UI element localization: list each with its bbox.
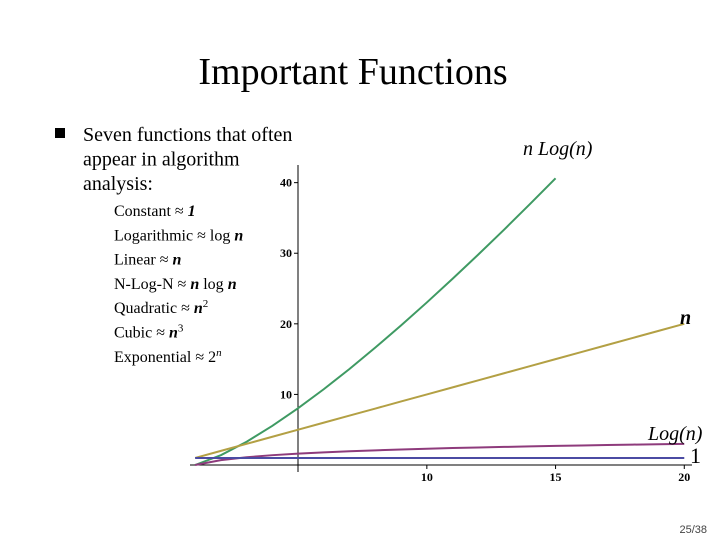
- function-item: Cubic ≈ n3: [114, 323, 184, 342]
- function-expr: n: [234, 227, 243, 244]
- series-line: [194, 177, 557, 466]
- approx-sign: ≈: [175, 203, 184, 220]
- function-expr: 1: [188, 203, 196, 220]
- function-name: N-Log-N: [114, 276, 174, 293]
- function-item: Quadratic ≈ n2: [114, 298, 208, 317]
- function-item: Exponential ≈ 2n: [114, 347, 222, 366]
- function-expr: 3: [178, 323, 184, 335]
- approx-sign: ≈: [178, 276, 187, 293]
- function-expr: n: [173, 252, 182, 269]
- x-tick-label: 10: [421, 470, 433, 484]
- slide-title: Important Functions: [198, 51, 507, 93]
- y-tick-label: 20: [280, 317, 292, 331]
- function-name: Linear: [114, 252, 156, 269]
- approx-sign: ≈: [197, 227, 206, 244]
- approx-sign: ≈: [195, 349, 204, 366]
- approx-sign: ≈: [160, 252, 169, 269]
- approx-sign: ≈: [181, 300, 190, 317]
- series-line: [194, 322, 685, 459]
- y-tick-label: 30: [280, 246, 292, 260]
- x-tick-label: 15: [550, 470, 562, 484]
- function-expr: 2: [203, 298, 209, 310]
- function-expr: log: [199, 276, 227, 293]
- bullet-square: [55, 128, 65, 138]
- function-expr: n: [216, 347, 222, 359]
- function-expr: n: [194, 300, 203, 317]
- function-expr: n: [228, 276, 237, 293]
- y-tick-label: 10: [280, 387, 292, 401]
- bullet-text: analysis:: [83, 173, 153, 195]
- page-number: 25/38: [679, 524, 707, 536]
- function-name: Exponential: [114, 349, 192, 366]
- function-item: Constant ≈ 1: [114, 203, 196, 220]
- function-expr: log: [210, 227, 234, 244]
- bullet-text: Seven functions that often: [83, 124, 292, 146]
- function-expr: 2: [208, 349, 216, 366]
- function-item: Linear ≈ n: [114, 252, 182, 269]
- function-item: N-Log-N ≈ n log n: [114, 276, 237, 293]
- series-label: Log(n): [647, 423, 703, 445]
- y-tick-label: 40: [280, 176, 292, 190]
- function-name: Quadratic: [114, 300, 177, 317]
- series-line: [194, 442, 685, 466]
- function-item: Logarithmic ≈ log n: [114, 227, 243, 244]
- function-name: Cubic: [114, 325, 152, 342]
- series-label: 1: [690, 443, 701, 468]
- function-expr: n: [190, 276, 199, 293]
- function-name: Constant: [114, 203, 171, 220]
- series-label: n: [680, 307, 691, 329]
- function-expr: n: [169, 325, 178, 342]
- x-tick-label: 20: [678, 470, 690, 484]
- series-label: n Log(n): [523, 138, 593, 160]
- bullet-text: appear in algorithm: [83, 149, 240, 171]
- approx-sign: ≈: [156, 325, 165, 342]
- function-name: Logarithmic: [114, 227, 193, 244]
